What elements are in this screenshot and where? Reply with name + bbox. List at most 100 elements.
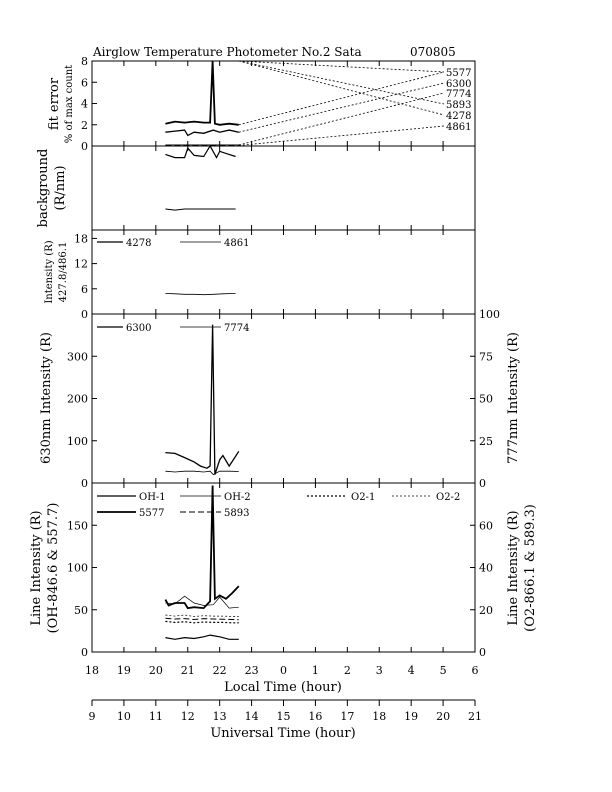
y-tick-label: 2 bbox=[81, 119, 88, 132]
legend-label-O2-1: O2-1 bbox=[351, 492, 375, 503]
universal-time-tick-label: 21 bbox=[468, 710, 482, 723]
y-tick-label: 6 bbox=[81, 76, 88, 89]
y-tick-label: 150 bbox=[67, 519, 88, 532]
y2-tick-label: 75 bbox=[479, 350, 493, 363]
legend-label-OH-2: OH-2 bbox=[224, 492, 251, 503]
fit-legend-label: 7774 bbox=[446, 89, 471, 100]
y-tick-label: 200 bbox=[67, 393, 88, 406]
universal-time-tick-label: 15 bbox=[277, 710, 291, 723]
series-line-O2-2 bbox=[165, 614, 239, 617]
y-tick-label: 6 bbox=[81, 283, 88, 296]
legend-label-5893: 5893 bbox=[224, 508, 249, 519]
line-intensity-ylabel: Line Intensity (R) bbox=[29, 510, 44, 625]
local-time-xlabel: Local Time (hour) bbox=[224, 680, 342, 695]
local-time-tick-label: 6 bbox=[472, 664, 479, 677]
777-ylabel: 777nm Intensity (R) bbox=[506, 332, 521, 464]
y-tick-label: 4 bbox=[81, 98, 88, 111]
universal-time-xlabel: Universal Time (hour) bbox=[210, 726, 355, 741]
panel-background-frame bbox=[91, 145, 476, 231]
universal-time-tick-label: 18 bbox=[372, 710, 386, 723]
y-tick-label: 0 bbox=[81, 140, 88, 153]
y-tick-label: 100 bbox=[67, 435, 88, 448]
y2-tick-label: 50 bbox=[479, 393, 493, 406]
series-line-OH-1 bbox=[165, 634, 239, 640]
fit-legend-leader bbox=[238, 60, 445, 105]
series-line-OH-2 bbox=[165, 595, 239, 609]
intensity-427-ylabel2: 427.8/486.1 bbox=[58, 242, 69, 303]
line-intensity-y2label: Line Intensity (R) bbox=[506, 510, 521, 625]
series-line-background-a bbox=[165, 144, 236, 159]
universal-time-tick-label: 20 bbox=[436, 710, 450, 723]
local-time-tick-label: 0 bbox=[280, 664, 287, 677]
fit-legend-label: 6300 bbox=[446, 79, 471, 90]
fit-legend-leader bbox=[238, 92, 445, 146]
y2-tick-label: 40 bbox=[479, 562, 493, 575]
local-time-tick-label: 18 bbox=[85, 664, 99, 677]
line-intensity-ylabel2: (OH-846.6 & 557.7) bbox=[46, 503, 61, 634]
series-line-6300 bbox=[165, 324, 240, 475]
y2-tick-label: 25 bbox=[479, 435, 493, 448]
y2-tick-label: 20 bbox=[479, 604, 493, 617]
legend-label-5577: 5577 bbox=[139, 508, 164, 519]
y-tick-label: 100 bbox=[67, 562, 88, 575]
y2-tick-label: 0 bbox=[479, 646, 486, 659]
universal-time-tick-label: 13 bbox=[213, 710, 227, 723]
fit-error-ylabel2: % of max count bbox=[64, 65, 75, 143]
universal-time-tick-label: 9 bbox=[89, 710, 96, 723]
local-time-tick-label: 3 bbox=[376, 664, 383, 677]
y-tick-label: 18 bbox=[74, 232, 88, 245]
date-code: 070805 bbox=[410, 45, 456, 59]
local-time-tick-label: 1 bbox=[312, 664, 319, 677]
series-line-fit-5577 bbox=[165, 60, 239, 126]
universal-time-tick-label: 16 bbox=[308, 710, 322, 723]
background-ylabel2: (R/nm) bbox=[53, 165, 68, 210]
y2-tick-label: 60 bbox=[479, 519, 493, 532]
fit-legend-leader bbox=[238, 60, 445, 73]
fit-legend-label: 4861 bbox=[446, 122, 471, 133]
y2-tick-label: 100 bbox=[479, 308, 500, 321]
universal-time-tick-label: 17 bbox=[340, 710, 354, 723]
series-line-5893 bbox=[165, 617, 239, 621]
630-ylabel: 630nm Intensity (R) bbox=[39, 332, 54, 464]
series-line-4861 bbox=[165, 293, 236, 296]
series-line-background-b bbox=[165, 208, 236, 211]
legend-label-OH-1: OH-1 bbox=[139, 492, 166, 503]
legend-label-6300: 6300 bbox=[126, 323, 151, 334]
local-time-tick-label: 2 bbox=[344, 664, 351, 677]
legend-label-4861: 4861 bbox=[224, 238, 249, 249]
universal-time-tick-label: 12 bbox=[181, 710, 195, 723]
intensity-427-ylabel: Intensity (R) bbox=[44, 240, 55, 303]
universal-time-tick-label: 10 bbox=[117, 710, 131, 723]
local-time-tick-label: 23 bbox=[245, 664, 259, 677]
local-time-tick-label: 21 bbox=[181, 664, 195, 677]
fit-legend-label: 5893 bbox=[446, 100, 471, 111]
legend-label-4278: 4278 bbox=[126, 238, 151, 249]
fit-legend-leader bbox=[238, 82, 445, 133]
y-tick-label: 50 bbox=[74, 604, 88, 617]
y-tick-label: 0 bbox=[81, 646, 88, 659]
chart-title: Airglow Temperature Photometer No.2 Sata bbox=[92, 45, 362, 59]
fit-legend-label: 4278 bbox=[446, 111, 471, 122]
y-tick-label: 8 bbox=[81, 55, 88, 68]
universal-time-tick-label: 14 bbox=[245, 710, 259, 723]
series-line-O2-1 bbox=[165, 620, 239, 624]
series-line-fit-6300 bbox=[165, 129, 239, 137]
background-ylabel: background bbox=[36, 149, 51, 228]
fit-legend-leader bbox=[238, 125, 445, 146]
fit-legend-label: 5577 bbox=[446, 68, 471, 79]
panel-630-777-frame bbox=[91, 313, 476, 484]
chart-marks: 0246806121801002003000501001500255075100… bbox=[67, 55, 500, 723]
local-time-tick-label: 5 bbox=[440, 664, 447, 677]
legend-label-7774: 7774 bbox=[224, 323, 249, 334]
y2-tick-label: 0 bbox=[479, 477, 486, 490]
y-tick-label: 0 bbox=[81, 477, 88, 490]
fit-error-ylabel: fit error bbox=[47, 77, 62, 130]
fit-legend-leader bbox=[238, 71, 445, 126]
panel-fit-error-frame bbox=[91, 60, 476, 147]
line-intensity-y2label2: (O2-866.1 & 589.3) bbox=[523, 504, 538, 632]
fit-legend-leader bbox=[238, 60, 445, 116]
y-tick-label: 12 bbox=[74, 258, 88, 271]
series-line-5577 bbox=[164, 485, 240, 610]
